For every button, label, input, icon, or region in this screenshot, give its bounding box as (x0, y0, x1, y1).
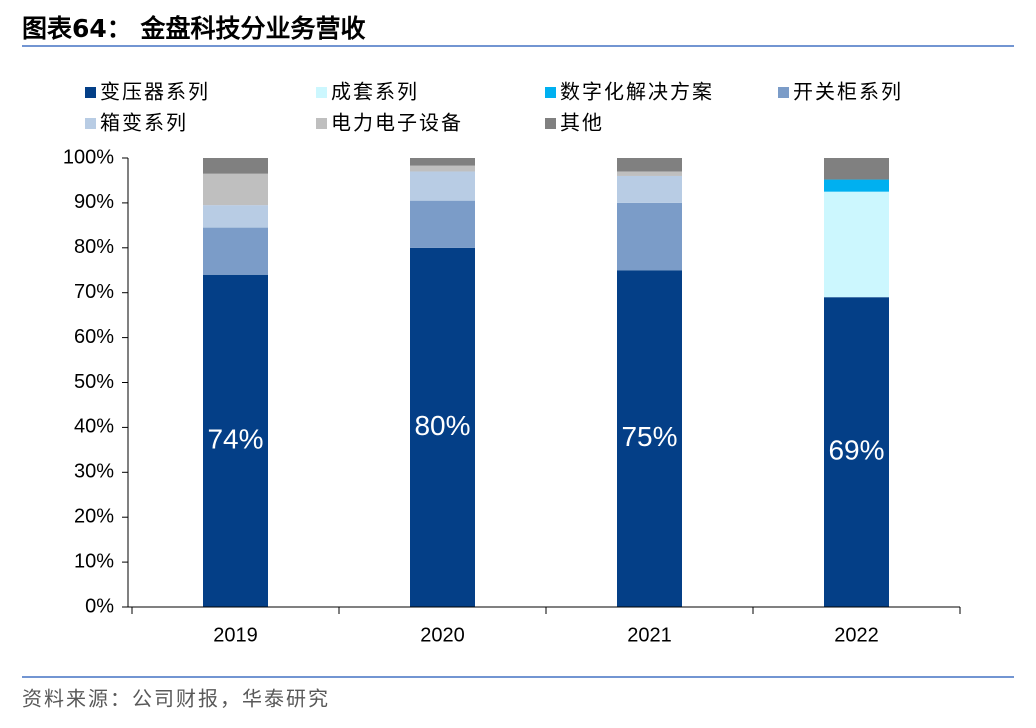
legend-swatch (545, 118, 556, 129)
bar-segment (824, 158, 889, 180)
bar-segment (617, 202, 682, 271)
legend-swatch (85, 87, 96, 98)
bar-segment (824, 297, 889, 607)
legend-label: 开关柜系列 (793, 80, 903, 104)
x-tick-label: 2019 (213, 624, 258, 646)
bar-segment (824, 179, 889, 192)
bar-segment (203, 274, 268, 607)
data-label: 74% (207, 423, 263, 454)
bar-segment (410, 200, 475, 248)
bar-segment (617, 171, 682, 176)
bar-segment (410, 171, 475, 201)
legend-swatch (85, 118, 96, 129)
bar-segment (410, 158, 475, 166)
x-tick-label: 2020 (420, 624, 465, 646)
y-tick-label: 0% (85, 595, 114, 617)
legend-swatch (316, 87, 327, 98)
bar-segment (203, 205, 268, 228)
y-tick-label: 10% (74, 550, 114, 572)
legend-label: 变压器系列 (100, 80, 210, 104)
legend-swatch (778, 87, 789, 98)
x-tick-label: 2022 (834, 624, 879, 646)
y-tick-label: 100% (63, 146, 114, 168)
legend-label: 电力电子设备 (331, 111, 463, 135)
bar-segment (617, 270, 682, 607)
y-tick-label: 70% (74, 281, 114, 303)
y-tick-label: 30% (74, 461, 114, 483)
source: 资料来源：公司财报，华泰研究 (22, 687, 330, 711)
bar-segment (203, 173, 268, 206)
y-tick-label: 20% (74, 505, 114, 527)
bar-segment (410, 165, 475, 172)
y-tick-label: 90% (74, 191, 114, 213)
legend-swatch (545, 87, 556, 98)
bar-segment (410, 247, 475, 608)
legend-label: 数字化解决方案 (560, 80, 714, 104)
legend-label: 箱变系列 (100, 111, 188, 135)
data-label: 69% (828, 434, 884, 465)
chart-title: 图表64： 金盘科技分业务营收 (22, 14, 366, 43)
legend-label: 其他 (560, 111, 604, 135)
bar-segment (824, 191, 889, 298)
x-tick-label: 2021 (627, 624, 672, 646)
legend-swatch (316, 118, 327, 129)
y-tick-label: 60% (74, 326, 114, 348)
y-tick-label: 50% (74, 371, 114, 393)
y-tick-label: 40% (74, 416, 114, 438)
y-tick-label: 80% (74, 236, 114, 258)
bar-segment (617, 158, 682, 172)
legend-label: 成套系列 (331, 80, 419, 104)
data-label: 80% (414, 410, 470, 441)
bar-segment (617, 175, 682, 203)
bar-segment (203, 227, 268, 275)
data-label: 75% (621, 421, 677, 452)
bar-segment (203, 158, 268, 174)
